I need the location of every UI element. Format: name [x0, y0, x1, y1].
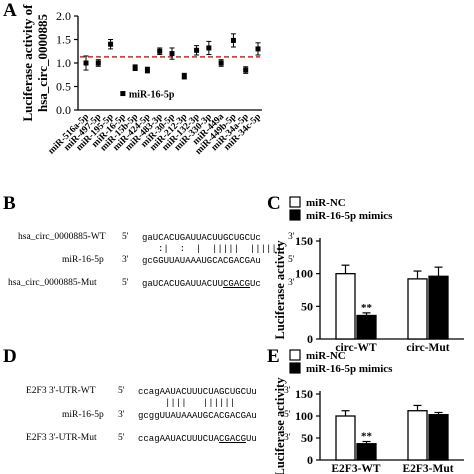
legend-swatch-e [289, 349, 301, 361]
legend-swatch-e [289, 362, 301, 374]
seq-d-mut-5end: 5' [118, 433, 125, 443]
bar-e [335, 415, 356, 461]
seq-d-mir-label: miR-16-5p [62, 410, 104, 420]
tick-label-a-y: 1.0 [56, 56, 71, 70]
significance-c: ** [361, 302, 373, 314]
tick-label-e-y: 50 [301, 431, 313, 445]
seq-b-wt-label: hsa_circ_0000885-WT [18, 232, 106, 242]
ylabel-c: Luciferase activity [273, 240, 287, 340]
tick-label-c-y: 0 [307, 332, 313, 346]
seq-b-mir-label: miR-16-5p [62, 255, 104, 265]
seq-d-mir-3end: 3' [118, 410, 125, 420]
seq-d-mut-3end: 3' [284, 433, 291, 443]
data-point-a [206, 45, 212, 51]
seq-b-mut-part-a: gaUCACUGAUUACUU [142, 279, 224, 289]
seq-d-mut-part-c: Uu [246, 434, 257, 444]
tick-label-c-y: 100 [295, 267, 313, 281]
tick-label-e-x: E2F3-Mut [402, 463, 453, 474]
data-point-a [83, 60, 89, 66]
ylabel-e: Luciferase activity [273, 377, 287, 474]
data-point-a [95, 60, 101, 66]
tick-label-a-y: 0.5 [56, 80, 71, 94]
tick-label-e-x: E2F3-WT [331, 463, 381, 474]
seq-d-mut-label: E2F3 3'-UTR-Mut [26, 433, 97, 443]
data-point-a [243, 67, 249, 73]
seq-b-pairing: :| : | ||||| |||||| [158, 244, 283, 254]
annotation-a: miR-16-5p [129, 90, 175, 101]
data-point-a [132, 65, 138, 71]
data-point-a [194, 47, 200, 53]
significance-e: ** [361, 431, 373, 443]
seq-d-mir-5end: 5' [284, 410, 291, 420]
panel-label-e: E [267, 346, 280, 367]
seq-d-pairing: |||| |||||| [165, 398, 236, 408]
seq-d-wt-sequence: ccagAAUACUUUCUAGCUGCUu [138, 387, 257, 397]
ylabel-a-line2: hsa_circ_0000885 [35, 14, 50, 112]
bar-c [335, 273, 356, 340]
panel-label-a: A [3, 0, 17, 21]
data-point-a [120, 91, 126, 97]
bar-e [428, 414, 449, 461]
data-point-a [230, 37, 236, 43]
legend-label-e: miR-16-5p mimics [306, 363, 393, 375]
seq-d-mir-sequence: gcggUUAUAAAUGCACGACGAu [138, 411, 257, 421]
bar-e [356, 443, 377, 461]
legend-label-c: miR-NC [306, 197, 346, 209]
legend-swatch-c [289, 196, 301, 208]
tick-label-e-y: 100 [295, 409, 313, 423]
legend-label-e: miR-NC [306, 350, 346, 362]
chart-a-screening: 0.0 0.5 1.0 1.5 2.0 Luciferase activity of hsa… [20, 4, 263, 157]
tick-label-c-y: 150 [295, 234, 313, 248]
seq-b-mut-5end: 5' [122, 278, 129, 288]
tick-label-a-y: 1.5 [56, 33, 71, 47]
tick-label-e-y: 150 [295, 387, 313, 401]
seq-b-mir-3end: 3' [122, 255, 129, 265]
tick-label-c-x: circ-Mut [406, 342, 449, 354]
seq-b-mut-3end: 3' [288, 278, 295, 288]
bar-c [407, 278, 428, 340]
tick-label-a-y: 2.0 [56, 9, 71, 23]
bar-c [428, 275, 449, 340]
data-point-a [108, 41, 114, 47]
bar-c [356, 314, 377, 340]
seq-b-wt-5end: 5' [122, 232, 129, 242]
data-point-a [169, 51, 175, 57]
seq-d-mut-sequence: ccagAAUACUUUCUACGACGUu [138, 434, 257, 444]
data-point-a [157, 48, 163, 54]
bar-e [407, 410, 428, 461]
data-point-a [144, 67, 150, 73]
tick-label-c-y: 50 [301, 299, 313, 313]
legend-label-c: miR-16-5p mimics [306, 210, 393, 222]
seq-b-mut-part-c: Uc [250, 279, 261, 289]
seq-d-mut-site: CGACG [219, 434, 247, 444]
seq-d-mut-part-a: ccagAAUACUUUCUA [138, 434, 220, 444]
seq-b-mut-label: hsa_circ_0000885-Mut [8, 278, 97, 288]
seq-b-wt-3end: 3' [288, 232, 295, 242]
seq-b-mir-sequence: gcGGUUAUAAAUGCACGACGAu [142, 256, 261, 266]
panel-label-c: C [267, 193, 281, 214]
panel-label-d: D [3, 346, 17, 367]
ylabel-a-line1: Luciferase activity of [20, 4, 35, 122]
seq-b-mir-5end: 5' [288, 255, 295, 265]
legend-swatch-c [289, 209, 301, 221]
seq-b-wt-sequence: gaUCACUGAUUACUUGCUGCUc [142, 233, 261, 243]
tick-label-e-y: 0 [307, 453, 313, 467]
tick-label-c-x: circ-WT [335, 342, 377, 354]
seq-d-wt-3end: 3' [284, 386, 291, 396]
panel-label-b: B [3, 193, 16, 214]
seq-d-wt-5end: 5' [118, 386, 125, 396]
tick-label-a-y: 0.0 [56, 103, 71, 117]
seq-d-wt-label: E2F3 3'-UTR-WT [26, 386, 96, 396]
data-point-a [218, 60, 224, 66]
seq-b-mut-sequence: gaUCACUGAUUACUUCGACGUc [142, 279, 261, 289]
seq-b-mut-site: CGACG [223, 279, 251, 289]
data-point-a [181, 73, 187, 79]
data-point-a [255, 46, 261, 52]
